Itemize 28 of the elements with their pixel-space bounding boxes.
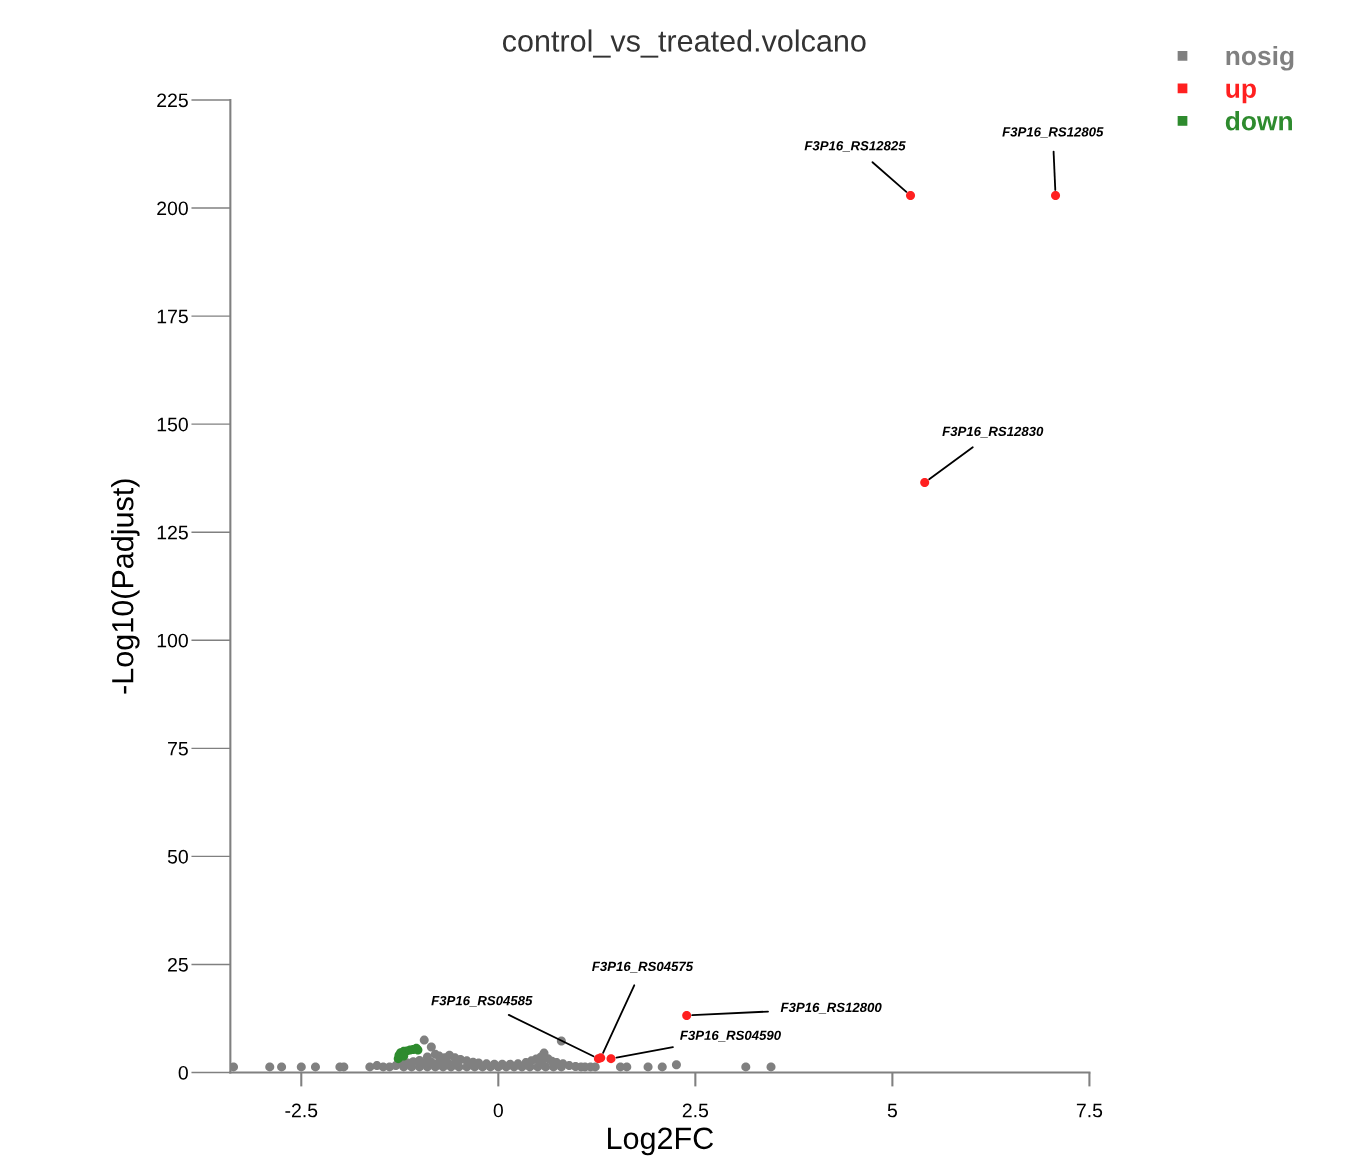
annotation: F3P16_RS04590 — [680, 1030, 781, 1042]
x-tick-label: 5 — [887, 1103, 897, 1118]
legend-label: nosig — [1226, 45, 1294, 71]
y-tick-label: 125 — [157, 525, 188, 540]
legend-label: up — [1226, 83, 1256, 104]
x-tick-label: -2.5 — [285, 1103, 318, 1118]
annotation: F3P16_RS04585 — [431, 995, 533, 1007]
annotation: F3P16_RS12830 — [942, 426, 1044, 438]
x-tick-label: 0 — [493, 1103, 503, 1118]
y-tick-label: 150 — [157, 417, 188, 432]
annotation: F3P16_RS04575 — [592, 961, 694, 973]
x-tick-label: 2.5 — [682, 1103, 709, 1118]
annotation: F3P16_RS12825 — [804, 141, 906, 152]
legend-label: down — [1225, 111, 1292, 131]
y-tick-label: 25 — [168, 957, 188, 972]
y-tick-label: 200 — [157, 201, 188, 216]
annotation: F3P16_RS12800 — [780, 1002, 882, 1014]
y-tick-label: 175 — [157, 309, 188, 324]
annotation: F3P16_RS12805 — [1002, 127, 1104, 139]
y-axis-title: -Log10(Padjust) — [111, 479, 140, 694]
y-tick-label: 75 — [168, 742, 188, 756]
y-tick-label: 100 — [157, 633, 188, 648]
y-tick-label: 50 — [167, 849, 188, 864]
chart-title: control_vs_treated.volcano — [502, 29, 866, 58]
x-tick-label: 7.5 — [1076, 1103, 1103, 1118]
y-tick-label: 225 — [157, 93, 188, 108]
x-axis-title: Log2FC — [608, 1127, 714, 1156]
y-tick-label: 0 — [178, 1065, 188, 1080]
